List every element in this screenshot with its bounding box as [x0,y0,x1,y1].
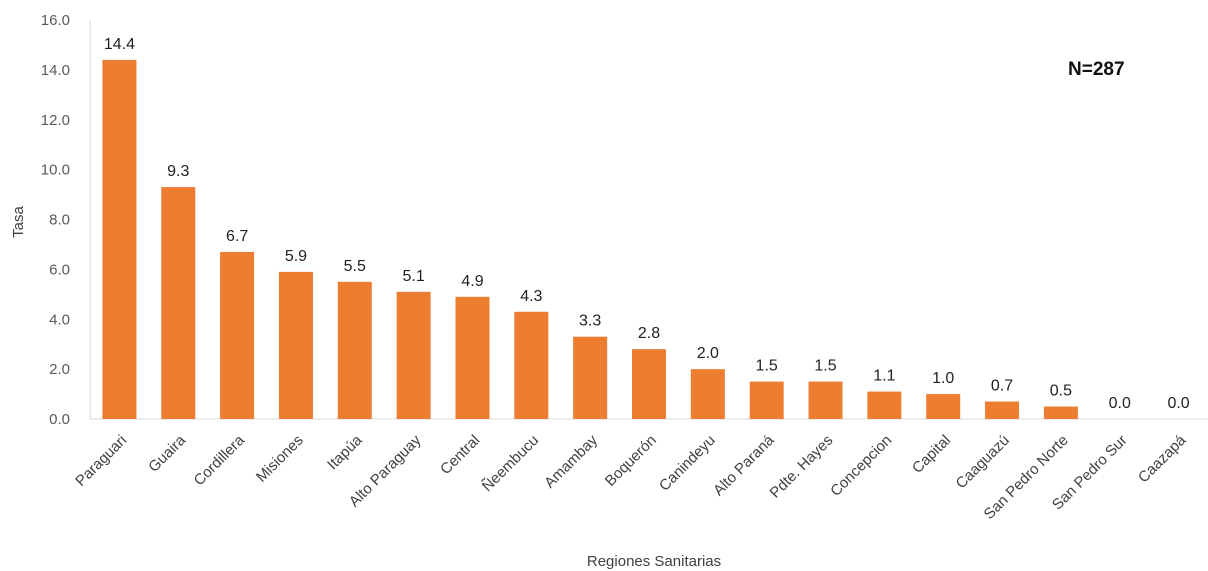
sample-size-annotation: N=287 [1068,59,1125,80]
data-label: 2.0 [697,345,719,362]
data-label: 5.5 [344,258,366,275]
bar [926,394,961,419]
data-label: 1.5 [814,358,836,375]
x-tick-label: Amambay [541,431,601,491]
category-labels-group: Paraguari Guaira Cordillera Misiones Itapúa A… [72,431,1190,522]
data-label: 5.1 [403,268,425,285]
bar [632,349,666,419]
bar [690,369,725,419]
y-tick-label: 4.0 [49,311,70,328]
x-tick-label: Itapúa [324,431,366,473]
x-tick-label: Caaguazú [953,432,1013,492]
y-tick-label: 16.0 [41,12,70,29]
bar [1043,406,1078,419]
bar [749,381,784,419]
bar [985,401,1020,419]
bar [220,251,255,419]
x-tick-label: Caazapá [1135,431,1190,486]
data-label: 1.0 [932,370,954,387]
data-label: 0.0 [1109,395,1131,412]
y-tick-label: 8.0 [49,212,70,229]
bar [867,391,902,419]
x-tick-label: Boquerón [602,432,660,490]
bar [573,336,608,419]
bar [808,381,843,419]
bars-group [102,59,1078,420]
bar [514,311,549,419]
x-tick-label: Guaira [145,431,189,475]
y-axis-title: Tasa [10,206,27,238]
x-tick-label: Canindeyu [656,432,719,495]
bar [278,271,313,419]
y-tick-label: 14.0 [41,62,70,79]
data-label: 5.9 [285,248,307,265]
data-label: 3.3 [579,313,601,330]
x-tick-label: Misiones [253,432,307,486]
x-tick-label: Cordillera [191,431,249,489]
bar [102,59,137,420]
x-tick-label: Capital [909,432,954,477]
data-label: 14.4 [104,36,135,53]
data-labels-group: 14.4 9.3 6.7 5.9 5.5 5.1 4.9 4.3 3.3 2.8 2.0 1.5 1.5… [104,36,1190,412]
data-label: 4.9 [461,273,483,290]
data-label: 0.0 [1167,395,1189,412]
y-tick-label: 10.0 [41,162,70,179]
y-tick-label: 2.0 [49,361,70,378]
y-tick-label: 12.0 [41,112,70,129]
data-label: 1.5 [756,358,778,375]
data-label: 1.1 [873,368,895,385]
x-tick-label: Concepcion [827,432,895,500]
bar [337,281,372,419]
data-label: 6.7 [226,228,248,245]
y-tick-label: 0.0 [49,411,70,428]
data-label: 9.3 [167,163,189,180]
bar [161,187,196,419]
y-axis-ticks: 0.0 2.0 4.0 6.0 8.0 10.0 12.0 14.0 16.0 [41,12,70,428]
x-tick-label: Central [437,432,483,478]
bar [396,291,431,419]
x-tick-label: Ñeembucu [479,432,542,495]
x-tick-label: Paraguari [72,432,130,490]
data-label: 2.8 [638,325,660,342]
x-tick-label: Pdte. Hayes [767,432,837,502]
bar [455,296,490,419]
data-label: 4.3 [520,288,542,305]
data-label: 0.7 [991,378,1013,395]
y-tick-label: 6.0 [49,261,70,278]
data-label: 0.5 [1050,383,1072,400]
x-axis-title: Regiones Sanitarias [587,553,721,570]
